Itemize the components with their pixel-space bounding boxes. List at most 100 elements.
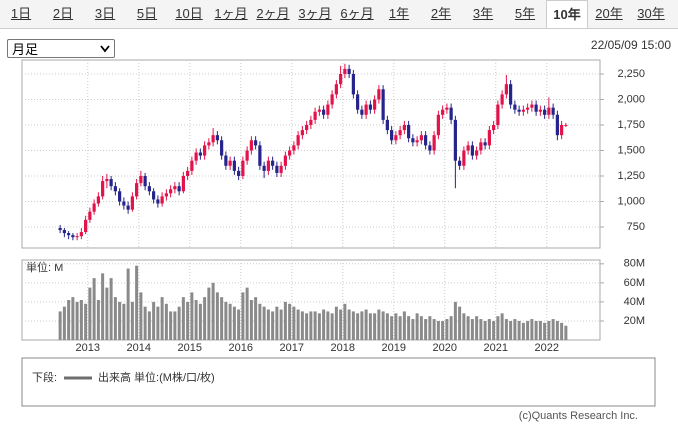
volume-bar <box>245 287 249 340</box>
candle-body <box>152 191 156 200</box>
volume-bar <box>62 306 66 340</box>
tab[interactable]: 2日 <box>52 6 74 21</box>
volume-bar <box>385 313 389 340</box>
volume-bar <box>113 297 117 340</box>
legend-text: 出来高 単位:(M株/口/枚) <box>98 370 215 384</box>
candle-body <box>177 186 181 192</box>
tab[interactable]: 2ヶ月 <box>256 6 290 21</box>
candle-body <box>228 160 232 166</box>
tab[interactable]: 10年 <box>546 0 588 28</box>
volume-bar <box>445 319 449 340</box>
candle-body <box>551 107 555 115</box>
volume-bar <box>271 311 275 340</box>
candle-body <box>130 196 134 210</box>
legend-box <box>21 357 656 407</box>
volume-bar <box>181 297 185 340</box>
candle-body <box>198 152 202 156</box>
volume-bar <box>441 320 445 340</box>
tab[interactable]: 30年 <box>637 6 665 21</box>
volume-bar <box>71 297 75 340</box>
candle-body <box>496 104 500 125</box>
candle-body <box>458 160 462 166</box>
candle-body <box>211 135 215 143</box>
volume-bar <box>330 313 334 340</box>
candle-body <box>126 205 130 210</box>
candle-body <box>373 99 377 110</box>
tab[interactable]: 20年 <box>595 6 623 21</box>
candle-body <box>296 135 300 146</box>
candle-body <box>88 211 92 220</box>
candle-body <box>262 165 266 171</box>
volume-bar <box>377 309 381 340</box>
candle-body <box>245 150 249 161</box>
volume-bar <box>462 313 466 340</box>
candle-body <box>147 186 151 192</box>
volume-bar <box>309 311 313 340</box>
tab[interactable]: 5日 <box>136 6 158 21</box>
tab[interactable]: 1年 <box>388 6 410 21</box>
volume-bar <box>436 320 440 340</box>
volume-bar <box>428 316 432 340</box>
tab[interactable]: 10日 <box>175 6 203 21</box>
candle-body <box>58 228 62 231</box>
candle-body <box>364 104 368 115</box>
tab[interactable]: 3日 <box>94 6 116 21</box>
volume-bar <box>279 309 283 340</box>
x-tick-label: 2016 <box>229 342 253 354</box>
volume-bar <box>126 268 130 340</box>
volume-bar <box>254 297 258 340</box>
candle-body <box>377 89 381 100</box>
volume-bar <box>500 313 504 340</box>
legend-label: 下段: <box>32 370 57 384</box>
tab[interactable]: 1ヶ月 <box>214 6 248 21</box>
candle-body <box>509 84 513 105</box>
volume-bar <box>407 316 411 340</box>
candle-body <box>394 135 398 141</box>
y-tick-label: 2,000 <box>617 93 645 105</box>
candle-body <box>436 114 440 136</box>
candle-body <box>258 145 262 166</box>
volume-bar <box>67 300 71 340</box>
tab[interactable]: 3ヶ月 <box>298 6 332 21</box>
volume-bar <box>466 316 470 340</box>
volume-bar <box>449 316 453 340</box>
tab[interactable]: 5年 <box>514 6 536 21</box>
candle-body <box>424 135 428 146</box>
candle-body <box>181 175 185 192</box>
volume-bar <box>305 313 309 340</box>
candle-body <box>186 170 190 176</box>
tab[interactable]: 6ヶ月 <box>340 6 374 21</box>
interval-select[interactable]: 月足 <box>7 39 115 58</box>
candle-body <box>113 186 117 192</box>
candle-body <box>487 130 491 146</box>
candle-body <box>449 107 453 120</box>
volume-bar <box>215 292 219 340</box>
volume-bar <box>411 319 415 340</box>
volume-bar <box>79 300 83 340</box>
y-tick-label: 1,750 <box>617 119 645 131</box>
candle-body <box>419 135 423 141</box>
volume-bar <box>453 301 457 340</box>
tab[interactable]: 3年 <box>472 6 494 21</box>
volume-bar <box>241 292 245 340</box>
candle-body <box>122 201 126 206</box>
volume-bar <box>203 297 207 340</box>
tab[interactable]: 1日 <box>10 6 32 21</box>
volume-bar <box>313 311 317 340</box>
candle-body <box>526 107 530 110</box>
candle-body <box>330 94 334 105</box>
volume-bar <box>551 319 555 340</box>
y-tick-label: 1,500 <box>617 144 645 156</box>
volume-bar <box>101 273 105 340</box>
volume-bar <box>228 303 232 340</box>
x-tick-label: 2013 <box>76 342 100 354</box>
candle-body <box>538 109 542 112</box>
candle-body <box>62 230 66 234</box>
candle-body <box>224 155 228 166</box>
tab[interactable]: 2年 <box>430 6 452 21</box>
volume-bar <box>560 322 564 340</box>
candle-body <box>322 109 326 115</box>
candle-body <box>79 232 83 237</box>
